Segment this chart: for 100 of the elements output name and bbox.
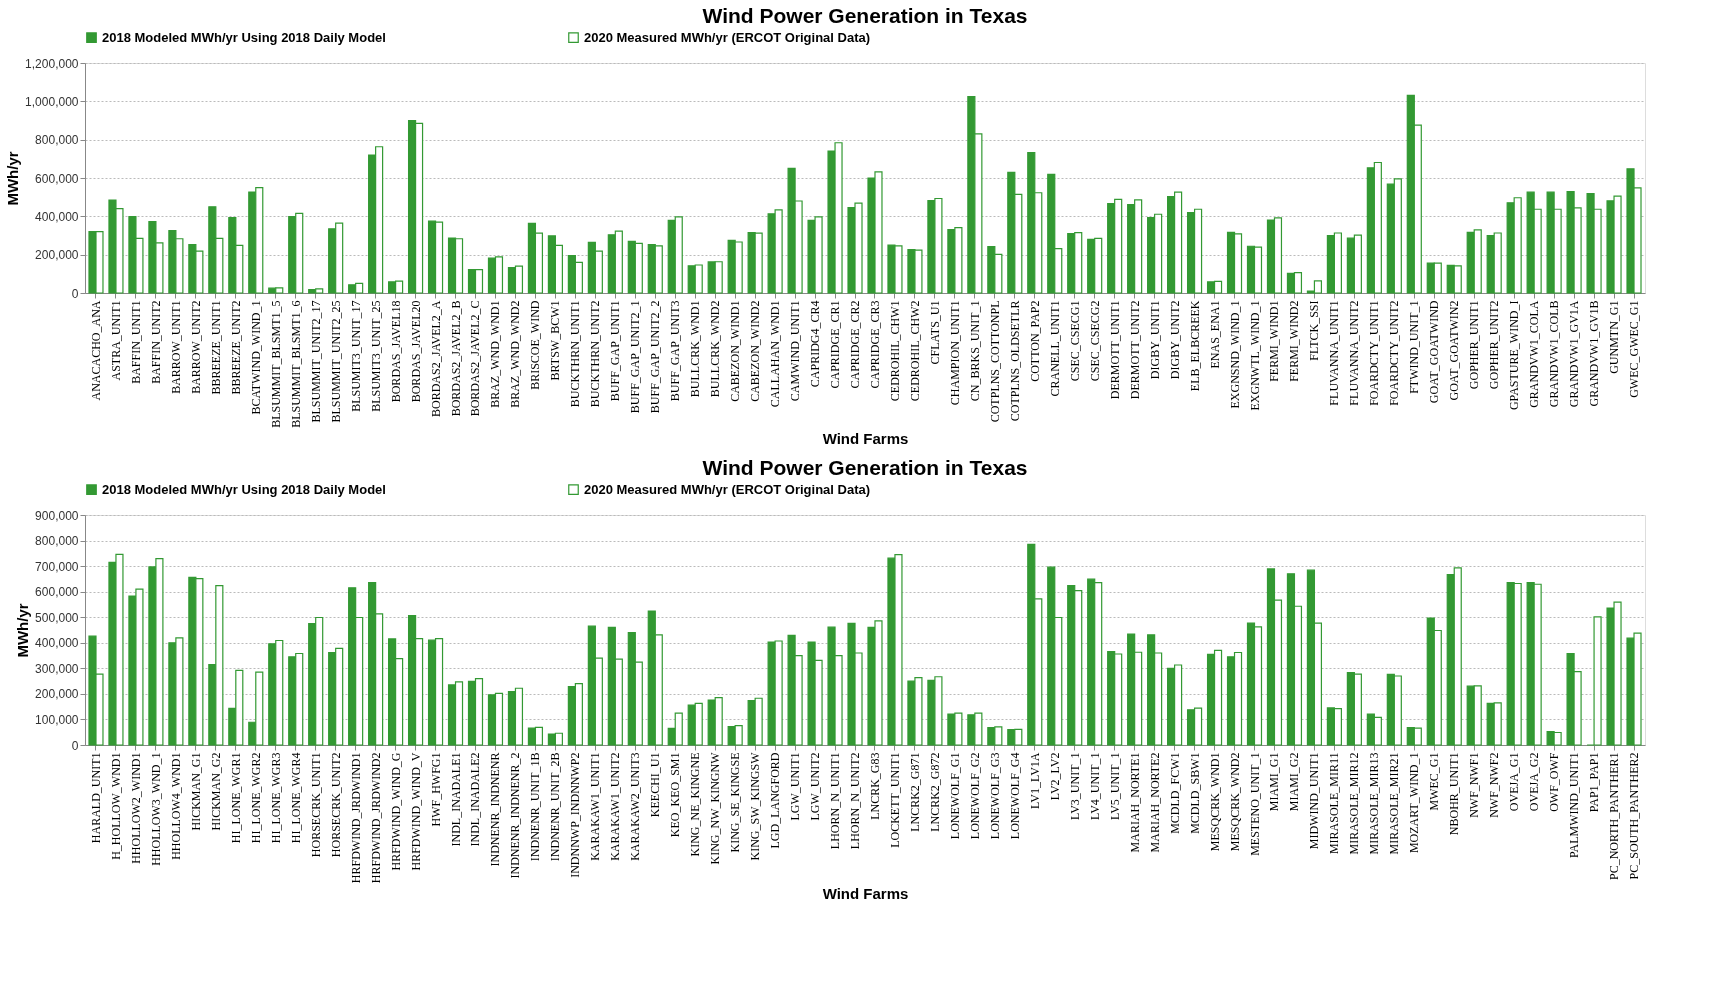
x-tick-label: CAPRIDGE_CR3 — [867, 300, 882, 389]
x-tick-label: LOCKETT_UNIT1 — [887, 752, 902, 848]
legend-label: 2018 Modeled MWh/yr Using 2018 Daily Model — [102, 481, 386, 497]
y-tick-label: 200,000 — [35, 248, 79, 263]
x-tick-label: GPASTURE_WIND_I — [1507, 300, 1522, 411]
x-tick-label: BORDAS2_JAVEL2_A — [428, 300, 443, 417]
x-tick-label: BORDAS2_JAVEL2_C — [468, 300, 483, 417]
x-tick-label: BLSUMIT3_UNIT_17 — [348, 300, 363, 412]
x-tick-label: BBREEZE_UNIT2 — [228, 300, 243, 395]
y-tick-label: 1,200,000 — [25, 56, 79, 71]
x-tick-label: CHAMPION_UNIT1 — [947, 300, 962, 406]
x-tick-label: ANACACHO_ANA — [88, 300, 103, 401]
x-tick-label: FOARDCTY_UNIT2 — [1387, 300, 1402, 406]
x-tick-label: LHORN_N_UNIT1 — [828, 752, 843, 850]
x-tick-label: INDNENR_INDNENR_2 — [508, 752, 523, 879]
x-tick-label: BCATWIND_WIND_1 — [248, 300, 263, 415]
x-tick-label: INDL_INADALE2 — [468, 752, 483, 847]
chart-title: Wind Power Generation in Texas — [702, 456, 1028, 479]
x-tick-label: ENAS_ENA1 — [1207, 300, 1222, 369]
y-tick-label: 1,000,000 — [25, 94, 79, 109]
x-tick-label: COTTON_PAP2 — [1027, 300, 1042, 382]
x-tick-label: LGW_UNIT2 — [808, 752, 823, 821]
x-tick-label: OWF_OWF — [1547, 752, 1562, 812]
x-tick-label: INDNENR_UNIT_1B — [528, 752, 543, 862]
x-tick-label: CAPRIDGE_CR2 — [848, 300, 863, 389]
x-tick-label: KING_SW_KINGSW — [748, 751, 763, 861]
x-tick-label: CAPRIDGE_CR1 — [828, 300, 843, 389]
x-tick-label: MIRASOLE_MIR11 — [1327, 752, 1342, 855]
x-tick-label: BRAZ_WND_WND1 — [488, 300, 503, 408]
x-tick-label: COTPLNS_OLDSETLR — [1007, 300, 1022, 422]
x-tick-label: FLTCK_SSI — [1307, 300, 1322, 361]
x-tick-label: GOPHER_UNIT1 — [1467, 300, 1482, 390]
x-tick-label: HHOLLOW3_WND_1 — [148, 752, 163, 866]
x-tick-label: MIRASOLE_MIR13 — [1367, 752, 1382, 855]
y-tick-label: 500,000 — [35, 610, 79, 625]
y-tick-label: 0 — [71, 286, 79, 301]
x-tick-label: CABEZON_WIND2 — [748, 300, 763, 402]
x-tick-label: HORSECRK_UNIT1 — [308, 752, 323, 858]
x-tick-label: LNCRK2_G872 — [927, 752, 942, 832]
x-tick-label: BLSUMMIT_UNIT2_25 — [328, 300, 343, 423]
x-tick-label: LONEWOLF_G3 — [987, 752, 1002, 840]
x-tick-label: MOZART_WIND_1 — [1407, 752, 1422, 854]
legend-label: 2018 Modeled MWh/yr Using 2018 Daily Model — [102, 29, 386, 45]
x-tick-label: HORSECRK_UNIT2 — [328, 752, 343, 858]
x-tick-label: HICKMAN_G1 — [188, 752, 203, 831]
x-tick-label: KEECHI_U1 — [648, 752, 663, 818]
x-tick-label: HRFDWIND_JRDWIND1 — [348, 752, 363, 884]
x-tick-label: PAP1_PAP1 — [1587, 752, 1602, 813]
x-tick-label: LGD_LANGFORD — [768, 752, 783, 849]
x-tick-label: BUCKTHRN_UNIT2 — [588, 300, 603, 408]
chart-title: Wind Power Generation in Texas — [702, 4, 1028, 27]
x-tick-label: LV5_UNIT_1 — [1107, 752, 1122, 821]
x-tick-label: MIAMI_G1 — [1267, 752, 1282, 812]
x-tick-label: LV3_UNIT_1 — [1067, 752, 1082, 821]
x-tick-label: CAPRIDG4_CR4 — [808, 300, 823, 388]
x-tick-label: HI_LONE_WGR3 — [268, 752, 283, 844]
legend-label: 2020 Measured MWh/yr (ERCOT Original Data) — [584, 481, 871, 497]
x-tick-label: NWF_NWF1 — [1467, 752, 1482, 818]
y-tick-label: 900,000 — [35, 508, 79, 523]
x-tick-label: HI_LONE_WGR2 — [248, 752, 263, 844]
x-tick-label: HRFDWIND_WIND_G — [388, 752, 403, 871]
x-tick-label: CEDROHIL_CHW2 — [907, 300, 922, 402]
y-tick-label: 600,000 — [35, 585, 79, 600]
x-tick-label: H_HOLLOW_WND1 — [108, 752, 123, 860]
x-tick-label: INDNNWP_INDNNWP2 — [568, 752, 583, 878]
x-tick-label: FTWIND_UNIT_1 — [1407, 300, 1422, 394]
x-tick-label: INDNENR_INDNENR — [488, 752, 503, 867]
x-tick-label: OVEJA_G2 — [1527, 752, 1542, 812]
x-tick-label: HI_LONE_WGR4 — [288, 752, 303, 844]
x-tick-label: KEO_KEO_SM1 — [668, 752, 683, 838]
y-axis-title: MWh/yr — [14, 603, 32, 658]
x-tick-label: CN_BRKS_UNIT_1 — [967, 300, 982, 402]
x-tick-label: BRTSW_BCW1 — [548, 300, 563, 381]
x-tick-label: BAFFIN_UNIT2 — [148, 300, 163, 384]
x-tick-label: HRFDWIND_JRDWIND2 — [368, 752, 383, 884]
x-tick-label: BLSUMMIT_BLSMT1_6 — [288, 300, 303, 428]
x-tick-label: GOPHER_UNIT2 — [1487, 300, 1502, 390]
x-tick-label: MIAMI_G2 — [1287, 752, 1302, 812]
x-tick-label: MIRASOLE_MIR21 — [1387, 752, 1402, 855]
x-tick-label: PC_SOUTH_PANTHER2 — [1627, 752, 1642, 880]
x-tick-label: HICKMAN_G2 — [208, 752, 223, 831]
x-tick-label: GRANDVW1_COLB — [1547, 300, 1562, 408]
x-tick-label: FLUVANNA_UNIT1 — [1327, 300, 1342, 406]
x-tick-label: HRFDWIND_WIND_V — [408, 752, 423, 871]
x-tick-label: CSEC_CSECG2 — [1087, 300, 1102, 382]
y-tick-label: 200,000 — [35, 687, 79, 702]
x-tick-label: NWF_NWF2 — [1487, 752, 1502, 818]
y-tick-label: 300,000 — [35, 661, 79, 676]
x-tick-label: KING_SE_KINGSE — [728, 752, 743, 853]
x-tick-label: CAMWIND_UNIT1 — [788, 300, 803, 402]
x-tick-label: CFLATS_U1 — [927, 300, 942, 365]
x-axis-title: Wind Farms — [822, 885, 909, 903]
y-axis-title: MWh/yr — [4, 151, 22, 206]
x-tick-label: BORDAS2_JAVEL2_B — [448, 300, 463, 417]
x-tick-label: MESQCRK_WND2 — [1227, 752, 1242, 852]
x-tick-label: MARIAH_NORTE1 — [1127, 752, 1142, 853]
x-tick-label: PC_NORTH_PANTHER1 — [1607, 752, 1622, 881]
x-tick-label: CALLAHAN_WND1 — [768, 300, 783, 408]
x-tick-label: COTPLNS_COTTONPL — [987, 300, 1002, 423]
x-tick-label: BARROW_UNIT1 — [168, 300, 183, 394]
